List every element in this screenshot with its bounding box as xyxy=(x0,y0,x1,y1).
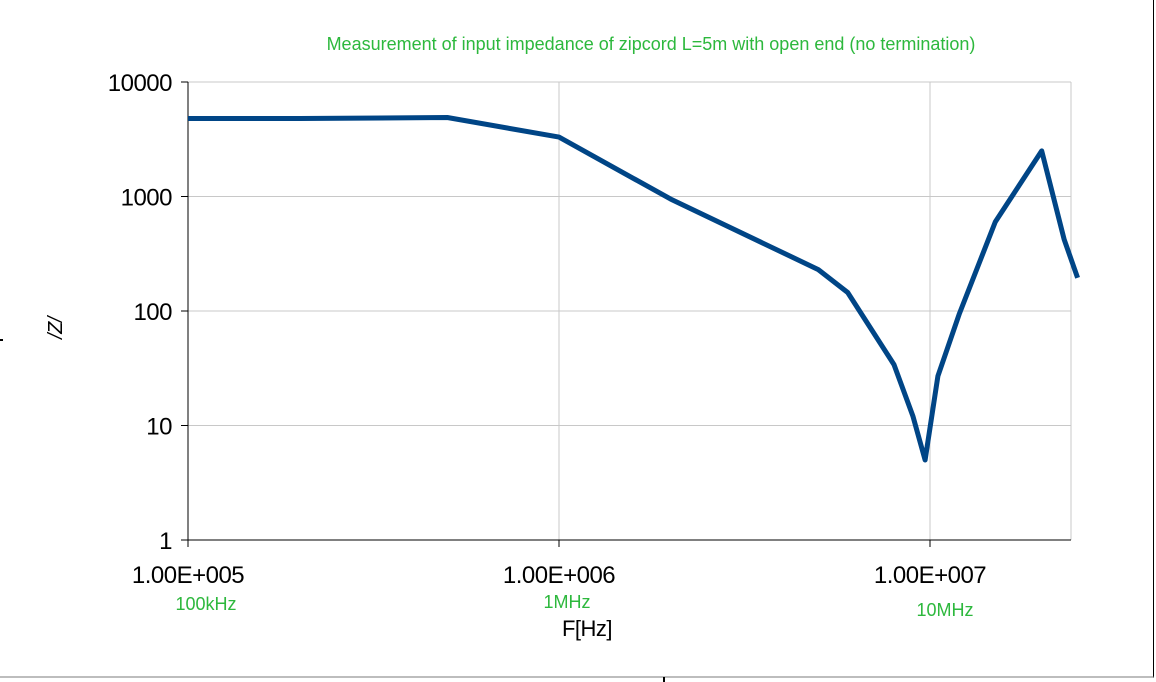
impedance-series-line xyxy=(188,115,1080,463)
y-axis-label: /Z/ xyxy=(45,314,67,341)
y-tick-label: 10000 xyxy=(108,70,172,97)
x-tick-label: 1.00E+005 xyxy=(132,562,244,589)
x-tick-note: 1MHz xyxy=(543,592,590,612)
series-layer xyxy=(188,115,1080,463)
x-axis-label: F[Hz] xyxy=(562,616,612,641)
y-tick-label: 10 xyxy=(146,414,172,441)
y-tick-label: 100 xyxy=(133,299,172,326)
x-tick-label: 1.00E+006 xyxy=(503,562,615,589)
y-tick-label: 1000 xyxy=(121,185,173,212)
tick-labels: 1 10 100 1000 10000 1.00E+005 100kHz 1.00E+006 1… xyxy=(108,70,987,620)
chart-title: Measurement of input impedance of zipcor… xyxy=(327,34,976,54)
x-tick-label: 1.00E+007 xyxy=(874,562,986,589)
axes xyxy=(181,81,1071,547)
x-tick-note: 100kHz xyxy=(175,594,236,614)
grid-lines xyxy=(187,81,1072,541)
x-tick-note: 10MHz xyxy=(916,600,973,620)
y-tick-label: 1 xyxy=(159,528,172,555)
